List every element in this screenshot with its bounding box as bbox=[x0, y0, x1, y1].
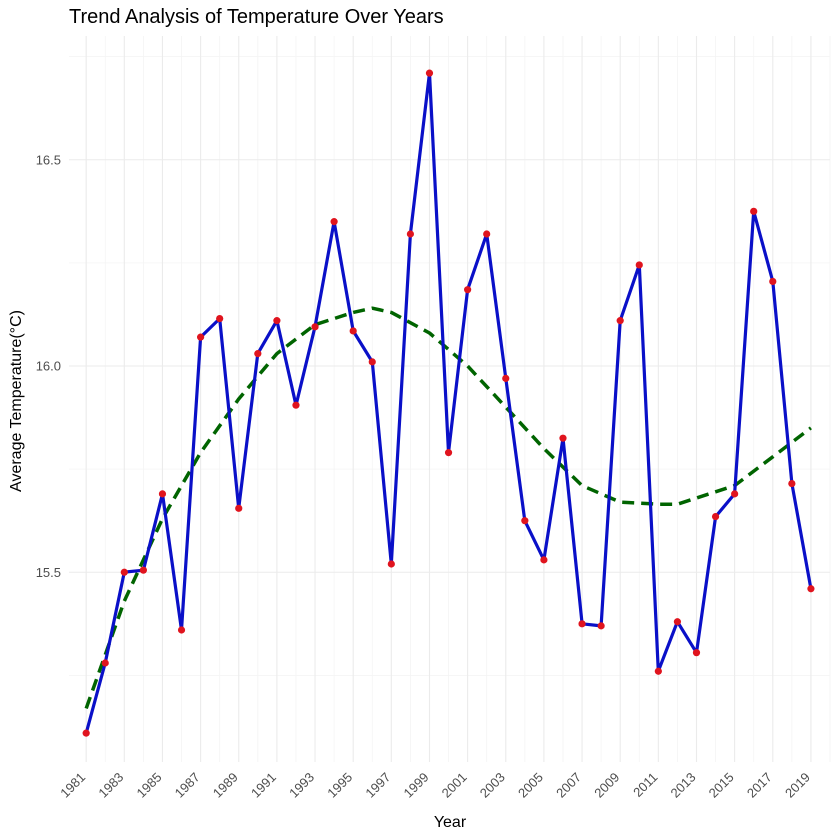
data-point bbox=[406, 230, 415, 238]
data-point bbox=[368, 358, 376, 366]
data-point bbox=[788, 479, 796, 488]
y-axis-title: Average Temperature(°C) bbox=[8, 310, 25, 492]
data-point bbox=[311, 323, 319, 331]
data-point bbox=[444, 449, 453, 457]
y-tick-label: 16.5 bbox=[36, 152, 61, 167]
data-point bbox=[139, 566, 147, 574]
x-tick-label: 2007 bbox=[553, 770, 584, 801]
data-point bbox=[330, 218, 338, 226]
data-point bbox=[464, 286, 472, 294]
x-tick-label: 1989 bbox=[210, 770, 241, 801]
data-point bbox=[120, 568, 128, 576]
data-point bbox=[692, 649, 701, 657]
x-tick-label: 2013 bbox=[668, 770, 699, 801]
data-point bbox=[82, 729, 90, 737]
x-tick-label: 1985 bbox=[134, 770, 165, 801]
x-tick-label: 1981 bbox=[57, 770, 88, 801]
chart-title: Trend Analysis of Temperature Over Years bbox=[69, 6, 444, 28]
x-tick-label: 1987 bbox=[172, 770, 203, 801]
data-point bbox=[635, 261, 643, 269]
data-point bbox=[197, 333, 205, 341]
data-point bbox=[216, 314, 224, 323]
data-point bbox=[292, 401, 300, 409]
data-point bbox=[158, 490, 167, 498]
data-point bbox=[597, 622, 605, 630]
points-layer bbox=[82, 69, 815, 737]
x-tick-label: 2019 bbox=[782, 770, 813, 801]
major-gridlines bbox=[69, 36, 830, 762]
data-point bbox=[521, 517, 529, 525]
data-point bbox=[235, 504, 243, 512]
data-point bbox=[711, 512, 720, 521]
data-point bbox=[750, 207, 758, 215]
data-point bbox=[578, 620, 586, 628]
data-point bbox=[673, 618, 682, 626]
x-tick-label: 2017 bbox=[744, 770, 775, 801]
data-point bbox=[769, 277, 777, 286]
x-tick-label: 2011 bbox=[630, 770, 660, 800]
y-tick-label: 16.0 bbox=[36, 359, 61, 374]
x-tick-label: 2001 bbox=[439, 770, 470, 801]
x-tick-label: 2005 bbox=[515, 770, 546, 801]
x-tick-label: 1999 bbox=[401, 770, 432, 801]
x-tick-label: 2009 bbox=[591, 770, 622, 801]
x-tick-labels: 1981 1983 1985 1987 1989 1991 1993 1995 1997 1999… bbox=[57, 770, 813, 801]
data-point bbox=[101, 659, 109, 667]
y-tick-labels: 15.5 16.0 16.5 bbox=[36, 152, 61, 580]
data-point bbox=[349, 327, 357, 335]
trend-layer bbox=[84, 306, 812, 709]
minor-gridlines bbox=[69, 36, 831, 762]
x-tick-label: 1997 bbox=[362, 770, 393, 801]
data-point bbox=[425, 69, 434, 77]
data-point bbox=[559, 434, 567, 442]
x-tick-label: 1991 bbox=[248, 770, 279, 801]
data-point bbox=[616, 317, 624, 325]
data-point bbox=[654, 667, 662, 675]
data-point bbox=[502, 374, 510, 382]
data-point bbox=[540, 556, 548, 564]
x-tick-label: 2003 bbox=[477, 770, 508, 801]
y-tick-label: 15.5 bbox=[36, 565, 61, 580]
data-point bbox=[273, 317, 281, 325]
data-point bbox=[731, 490, 739, 498]
x-axis-title: Year bbox=[434, 814, 467, 831]
data-point bbox=[483, 230, 491, 238]
x-tick-label: 1995 bbox=[324, 770, 355, 801]
data-point bbox=[807, 585, 815, 593]
data-point bbox=[387, 560, 395, 568]
x-tick-label: 1983 bbox=[95, 770, 126, 801]
x-tick-label: 1993 bbox=[286, 770, 317, 801]
trend-line bbox=[84, 306, 812, 709]
data-point bbox=[254, 350, 262, 358]
data-point bbox=[177, 626, 186, 634]
x-tick-label: 2015 bbox=[706, 770, 737, 801]
